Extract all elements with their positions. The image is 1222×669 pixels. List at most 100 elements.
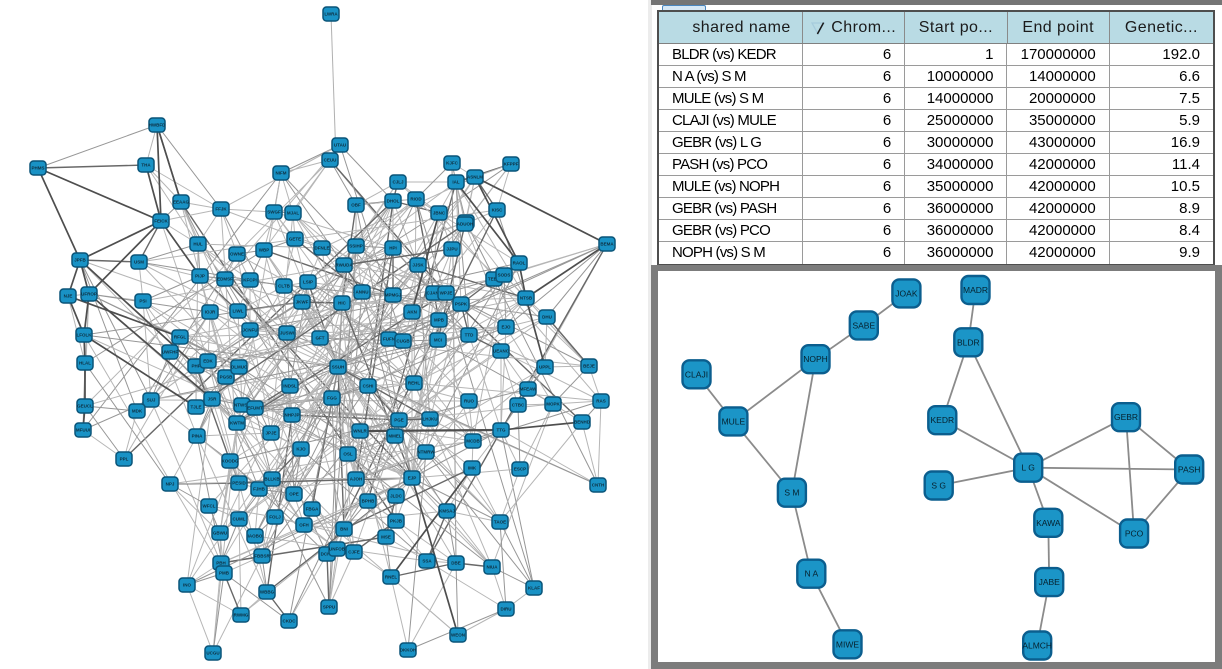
svg-text:L G: L G (1022, 463, 1035, 473)
svg-text:HUL: HUL (193, 242, 202, 247)
svg-text:KJFC: KJFC (446, 161, 459, 166)
svg-text:LSIP: LSIP (303, 280, 313, 285)
svg-text:GEUCL: GEUCL (77, 404, 93, 409)
svg-text:CSHI: CSHI (363, 384, 374, 389)
svg-text:REHL: REHL (408, 381, 421, 386)
svg-text:EEAAG: EEAAG (173, 200, 190, 205)
svg-text:PGSB: PGSB (220, 375, 234, 380)
svg-text:SPPU: SPPU (323, 605, 335, 610)
svg-text:BNI: BNI (340, 527, 348, 532)
svg-text:KEDR: KEDR (930, 415, 954, 425)
svg-text:UTAU: UTAU (334, 143, 346, 148)
svg-text:DHU: DHU (542, 315, 552, 320)
svg-text:MFEAW: MFEAW (520, 387, 538, 392)
svg-text:MULE: MULE (722, 416, 746, 426)
svg-text:DKKOH: DKKOH (400, 648, 417, 653)
svg-text:OFH: OFH (299, 523, 309, 528)
svg-text:MJAL: MJAL (287, 211, 300, 216)
svg-text:MIWE: MIWE (836, 639, 859, 649)
svg-text:CUGB: CUGB (396, 339, 410, 344)
svg-text:SSIHP: SSIHP (349, 244, 363, 249)
svg-text:WPJE: WPJE (440, 291, 453, 296)
svg-text:DFNLE: DFNLE (315, 246, 330, 251)
svg-text:CEUU: CEUU (324, 158, 337, 163)
svg-text:BEJE: BEJE (583, 364, 595, 369)
svg-text:AJOH: AJOH (350, 477, 363, 482)
svg-text:KMSAJ: KMSAJ (439, 509, 455, 514)
svg-text:SSUH: SSUH (332, 365, 345, 370)
svg-text:JJSK: JJSK (412, 263, 424, 268)
svg-text:MFUUI: MFUUI (76, 428, 90, 433)
svg-text:TJLE: TJLE (190, 405, 201, 410)
svg-text:SWGF: SWGF (267, 210, 281, 215)
svg-text:UEANC: UEANC (493, 349, 510, 354)
svg-text:IOJR: IOJR (205, 310, 216, 315)
svg-text:LIWL: LIWL (233, 309, 244, 314)
svg-text:NTMRW: NTMRW (417, 450, 435, 455)
svg-text:PIJP: PIJP (195, 274, 205, 279)
svg-text:JKWF: JKWF (296, 300, 309, 305)
svg-text:OLMUC: OLMUC (231, 365, 248, 370)
svg-text:EDMSF: EDMSF (217, 277, 233, 282)
svg-text:JABE: JABE (1039, 577, 1061, 587)
svg-text:PHMS: PHMS (31, 166, 44, 171)
svg-text:FUFN: FUFN (383, 337, 395, 342)
svg-text:FEICK: FEICK (154, 219, 168, 224)
svg-text:MDK: MDK (132, 409, 143, 414)
svg-text:PSI: PSI (139, 299, 146, 304)
svg-text:RNEL: RNEL (385, 575, 398, 580)
svg-text:NTSB: NTSB (520, 296, 533, 301)
svg-text:KAWA: KAWA (1036, 518, 1061, 528)
svg-text:JOAK: JOAK (895, 288, 918, 298)
svg-text:ESCP: ESCP (514, 467, 526, 472)
svg-text:HWBFD: HWBFD (149, 123, 166, 128)
svg-text:KWTM: KWTM (230, 421, 244, 426)
svg-text:OPE: OPE (289, 492, 299, 497)
svg-text:FFJK: FFJK (215, 207, 227, 212)
svg-text:UCGU: UCGU (206, 651, 219, 656)
svg-text:MPB: MPB (434, 318, 445, 323)
svg-text:PINA: PINA (192, 434, 204, 439)
svg-text:S M: S M (784, 488, 799, 498)
svg-text:CUML: CUML (233, 517, 246, 522)
svg-text:INDSL: INDSL (283, 384, 297, 389)
svg-text:DIRU: DIRU (501, 607, 512, 612)
svg-text:KOODG: KOODG (221, 459, 239, 464)
svg-text:RAS: RAS (596, 399, 606, 404)
svg-text:BPHB: BPHB (362, 499, 376, 504)
svg-text:GBWU: GBWU (213, 531, 227, 536)
svg-text:KJO: KJO (296, 447, 306, 452)
svg-text:BLDR: BLDR (957, 337, 980, 347)
svg-text:HLAL: HLAL (79, 361, 91, 366)
svg-text:UPPL: UPPL (539, 365, 551, 370)
svg-text:PGE: PGE (394, 418, 404, 423)
svg-text:SUJ: SUJ (147, 398, 156, 403)
svg-text:RUO: RUO (464, 399, 474, 404)
svg-text:ALMCH: ALMCH (1022, 641, 1052, 651)
svg-text:JPFB: JPFB (74, 258, 86, 263)
svg-text:JLDC: JLDC (390, 494, 403, 499)
svg-text:DBE: DBE (451, 561, 461, 566)
svg-text:BEMA: BEMA (600, 242, 614, 247)
svg-text:DCHP: DCHP (321, 552, 334, 557)
svg-text:ANNU: ANNU (356, 290, 369, 295)
svg-text:IAOBO: IAOBO (248, 534, 263, 539)
svg-text:PHF: PHF (192, 364, 201, 369)
svg-text:PCO: PCO (1125, 529, 1144, 539)
svg-text:KFCPI: KFCPI (243, 278, 257, 283)
svg-text:EDK: EDK (203, 359, 213, 364)
svg-text:CLTB: CLTB (278, 284, 290, 289)
svg-text:RAOL: RAOL (513, 261, 526, 266)
svg-text:UWFHF: UWFHF (162, 350, 178, 355)
svg-text:JUSWI: JUSWI (280, 331, 294, 336)
svg-text:AKN: AKN (407, 310, 417, 315)
svg-text:USM: USM (134, 260, 144, 265)
svg-text:UFROP: UFROP (81, 292, 97, 297)
svg-text:HIC: HIC (338, 301, 347, 306)
svg-text:SABE: SABE (852, 320, 875, 330)
svg-text:NHPJP: NHPJP (284, 413, 299, 418)
svg-text:LWRA: LWRA (324, 12, 338, 17)
svg-text:NOPH: NOPH (803, 354, 828, 364)
svg-text:NIFM: NIFM (276, 171, 287, 176)
svg-text:BLLKB: BLLKB (264, 477, 280, 482)
